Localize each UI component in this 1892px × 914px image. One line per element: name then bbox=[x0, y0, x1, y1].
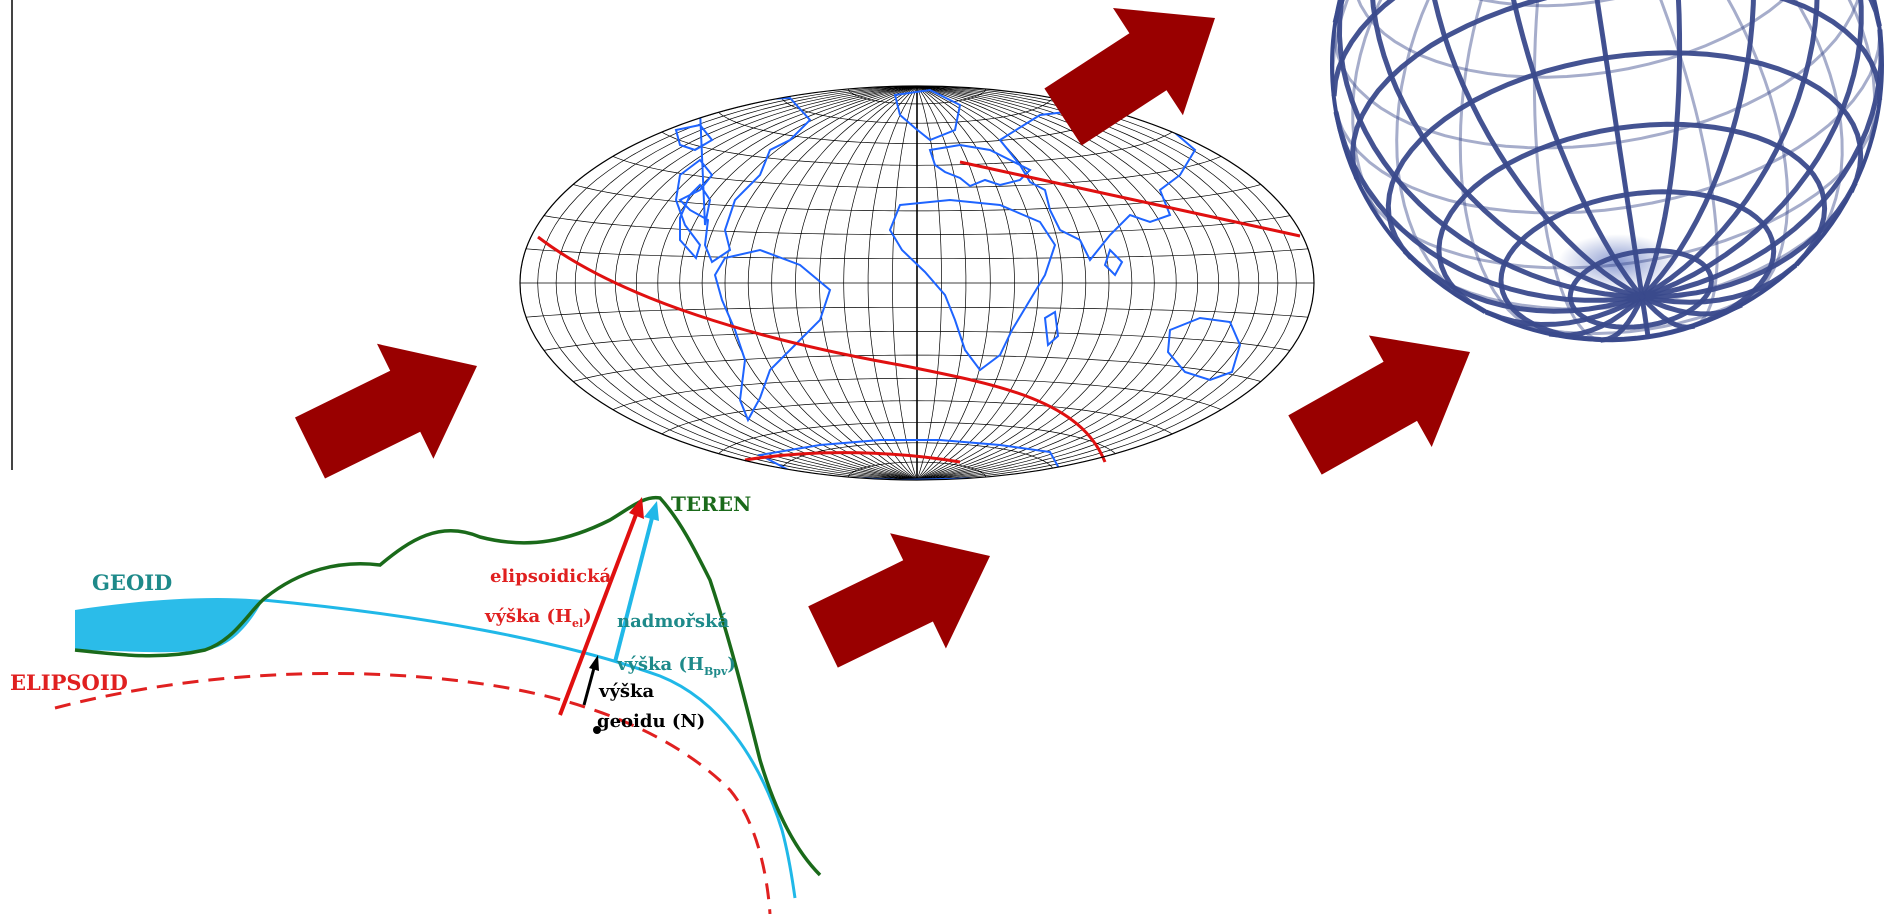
globe-grid-line bbox=[1395, 0, 1479, 309]
globe-grid-line bbox=[1370, 0, 1646, 300]
geoid-height-label-line1: výška bbox=[598, 681, 655, 702]
parallel-line bbox=[525, 306, 1309, 318]
parallel-line bbox=[718, 112, 1116, 145]
globe-grid-line bbox=[1511, 0, 1646, 301]
parallel-line bbox=[573, 184, 1261, 212]
parallel-line bbox=[847, 88, 987, 105]
globe-grid-line bbox=[1778, 0, 1883, 101]
globe-grid-line bbox=[1638, 0, 1756, 301]
globe-outline bbox=[1330, 0, 1884, 342]
globe-grid-line bbox=[1336, 0, 1645, 300]
parallel-line bbox=[543, 215, 1291, 235]
globe-grid-line bbox=[1385, 54, 1609, 260]
orthometric-height-label-line2: výška (HBpv) bbox=[616, 654, 736, 678]
geoid-height-arrow bbox=[582, 655, 601, 734]
arrow-icon bbox=[1288, 335, 1470, 475]
arrow-icon bbox=[1044, 8, 1215, 146]
globe-grid-line bbox=[1639, 263, 1798, 305]
geoid-ellipsoid-diagram: TEREN GEOID ELIPSOID elipsoidická výška … bbox=[10, 492, 822, 914]
parallel-line bbox=[780, 97, 1054, 124]
ellipsoidal-height-arrow bbox=[558, 497, 644, 716]
globe-grid-line bbox=[1436, 125, 1620, 314]
parallel-line bbox=[573, 354, 1261, 382]
globe-grid-line bbox=[1458, 0, 1545, 334]
parallel-line bbox=[612, 377, 1222, 410]
globe-grid-line bbox=[1432, 0, 1646, 301]
globe-grid-line bbox=[1872, 0, 1880, 18]
parallel-line bbox=[718, 421, 1116, 454]
globe-grid-line bbox=[1477, 0, 1616, 8]
geoid-ocean-fill bbox=[75, 598, 263, 653]
map-red-lines bbox=[537, 160, 1301, 464]
geoid-label: GEOID bbox=[92, 570, 172, 595]
globe-grid-line bbox=[1726, 0, 1790, 304]
parallel-line bbox=[661, 131, 1173, 166]
arrow-icon bbox=[808, 533, 990, 668]
globe-grid-line bbox=[1613, 121, 1828, 267]
globe-grid-line bbox=[1638, 0, 1683, 301]
globe-grid-line bbox=[1793, 0, 1844, 260]
parallel-line bbox=[543, 331, 1291, 351]
arrow-icon bbox=[295, 343, 477, 479]
ellipsoid-curve bbox=[54, 671, 772, 914]
globe-grid-line bbox=[1638, 0, 1864, 300]
parallel-line bbox=[525, 248, 1309, 260]
wireframe-globe bbox=[1330, 0, 1884, 343]
parallel-line bbox=[661, 400, 1173, 435]
globe-grid-line bbox=[1567, 248, 1714, 330]
flow-arrows bbox=[295, 8, 1470, 668]
globe-grid-line bbox=[1603, 50, 1864, 193]
geoid-curve bbox=[262, 598, 797, 899]
globe-grid-line bbox=[1331, 0, 1349, 100]
parallel-line bbox=[612, 156, 1222, 189]
terrain-curve bbox=[74, 495, 822, 877]
orthometric-height-label-line1: nadmořská bbox=[617, 611, 729, 632]
globe-grid-line bbox=[1484, 293, 1646, 328]
globe-grid-line bbox=[1594, 0, 1645, 300]
ellipsoidal-height-label-line1: elipsoidická bbox=[490, 566, 612, 587]
geoid-height-label-line2: geoidu (N) bbox=[597, 711, 705, 732]
world-map-projection bbox=[519, 85, 1315, 481]
globe-grid-line bbox=[1638, 0, 1820, 301]
ellipsoid-label: ELIPSOID bbox=[10, 670, 128, 695]
globe-grid-line bbox=[1331, 0, 1396, 97]
orthometric-height-arrow bbox=[613, 501, 659, 663]
parallel-line bbox=[847, 461, 987, 478]
globe-grid-line bbox=[1350, 0, 1548, 180]
ellipsoidal-height-label-line2: výška (Hel) bbox=[484, 606, 592, 630]
terrain-label: TEREN bbox=[671, 492, 751, 516]
